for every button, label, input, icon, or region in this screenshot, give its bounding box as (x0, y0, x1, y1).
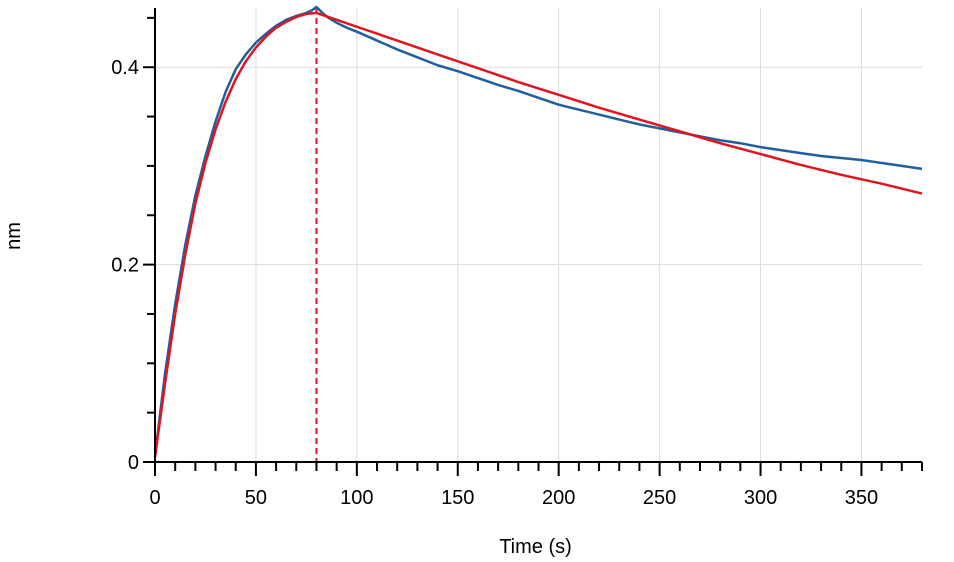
x-tick-label: 350 (845, 487, 878, 509)
grid-layer (155, 8, 922, 462)
x-axis-label: Time (s) (499, 536, 572, 558)
measured-series-line (153, 5, 923, 458)
axes (154, 8, 922, 463)
x-tick-label: 300 (744, 487, 777, 509)
x-tick-label: 0 (149, 487, 160, 509)
x-tick-label: 50 (245, 487, 267, 509)
y-tick-label: 0.2 (111, 255, 139, 277)
x-tick-label: 100 (340, 487, 373, 509)
fitted-series-line (153, 11, 923, 458)
x-tick-label: 250 (643, 487, 676, 509)
x-tick-label: 200 (542, 487, 575, 509)
series-layer (153, 5, 923, 458)
vertical-markers (154, 8, 318, 462)
y-tick-label: 0.4 (111, 57, 139, 79)
y-tick-label: 0 (128, 452, 139, 474)
ticks: 0 50 100 150 200 250 300 350 0 0.2 0.4 (111, 16, 923, 509)
x-tick-label: 150 (441, 487, 474, 509)
y-axis-label: nm (3, 222, 25, 250)
